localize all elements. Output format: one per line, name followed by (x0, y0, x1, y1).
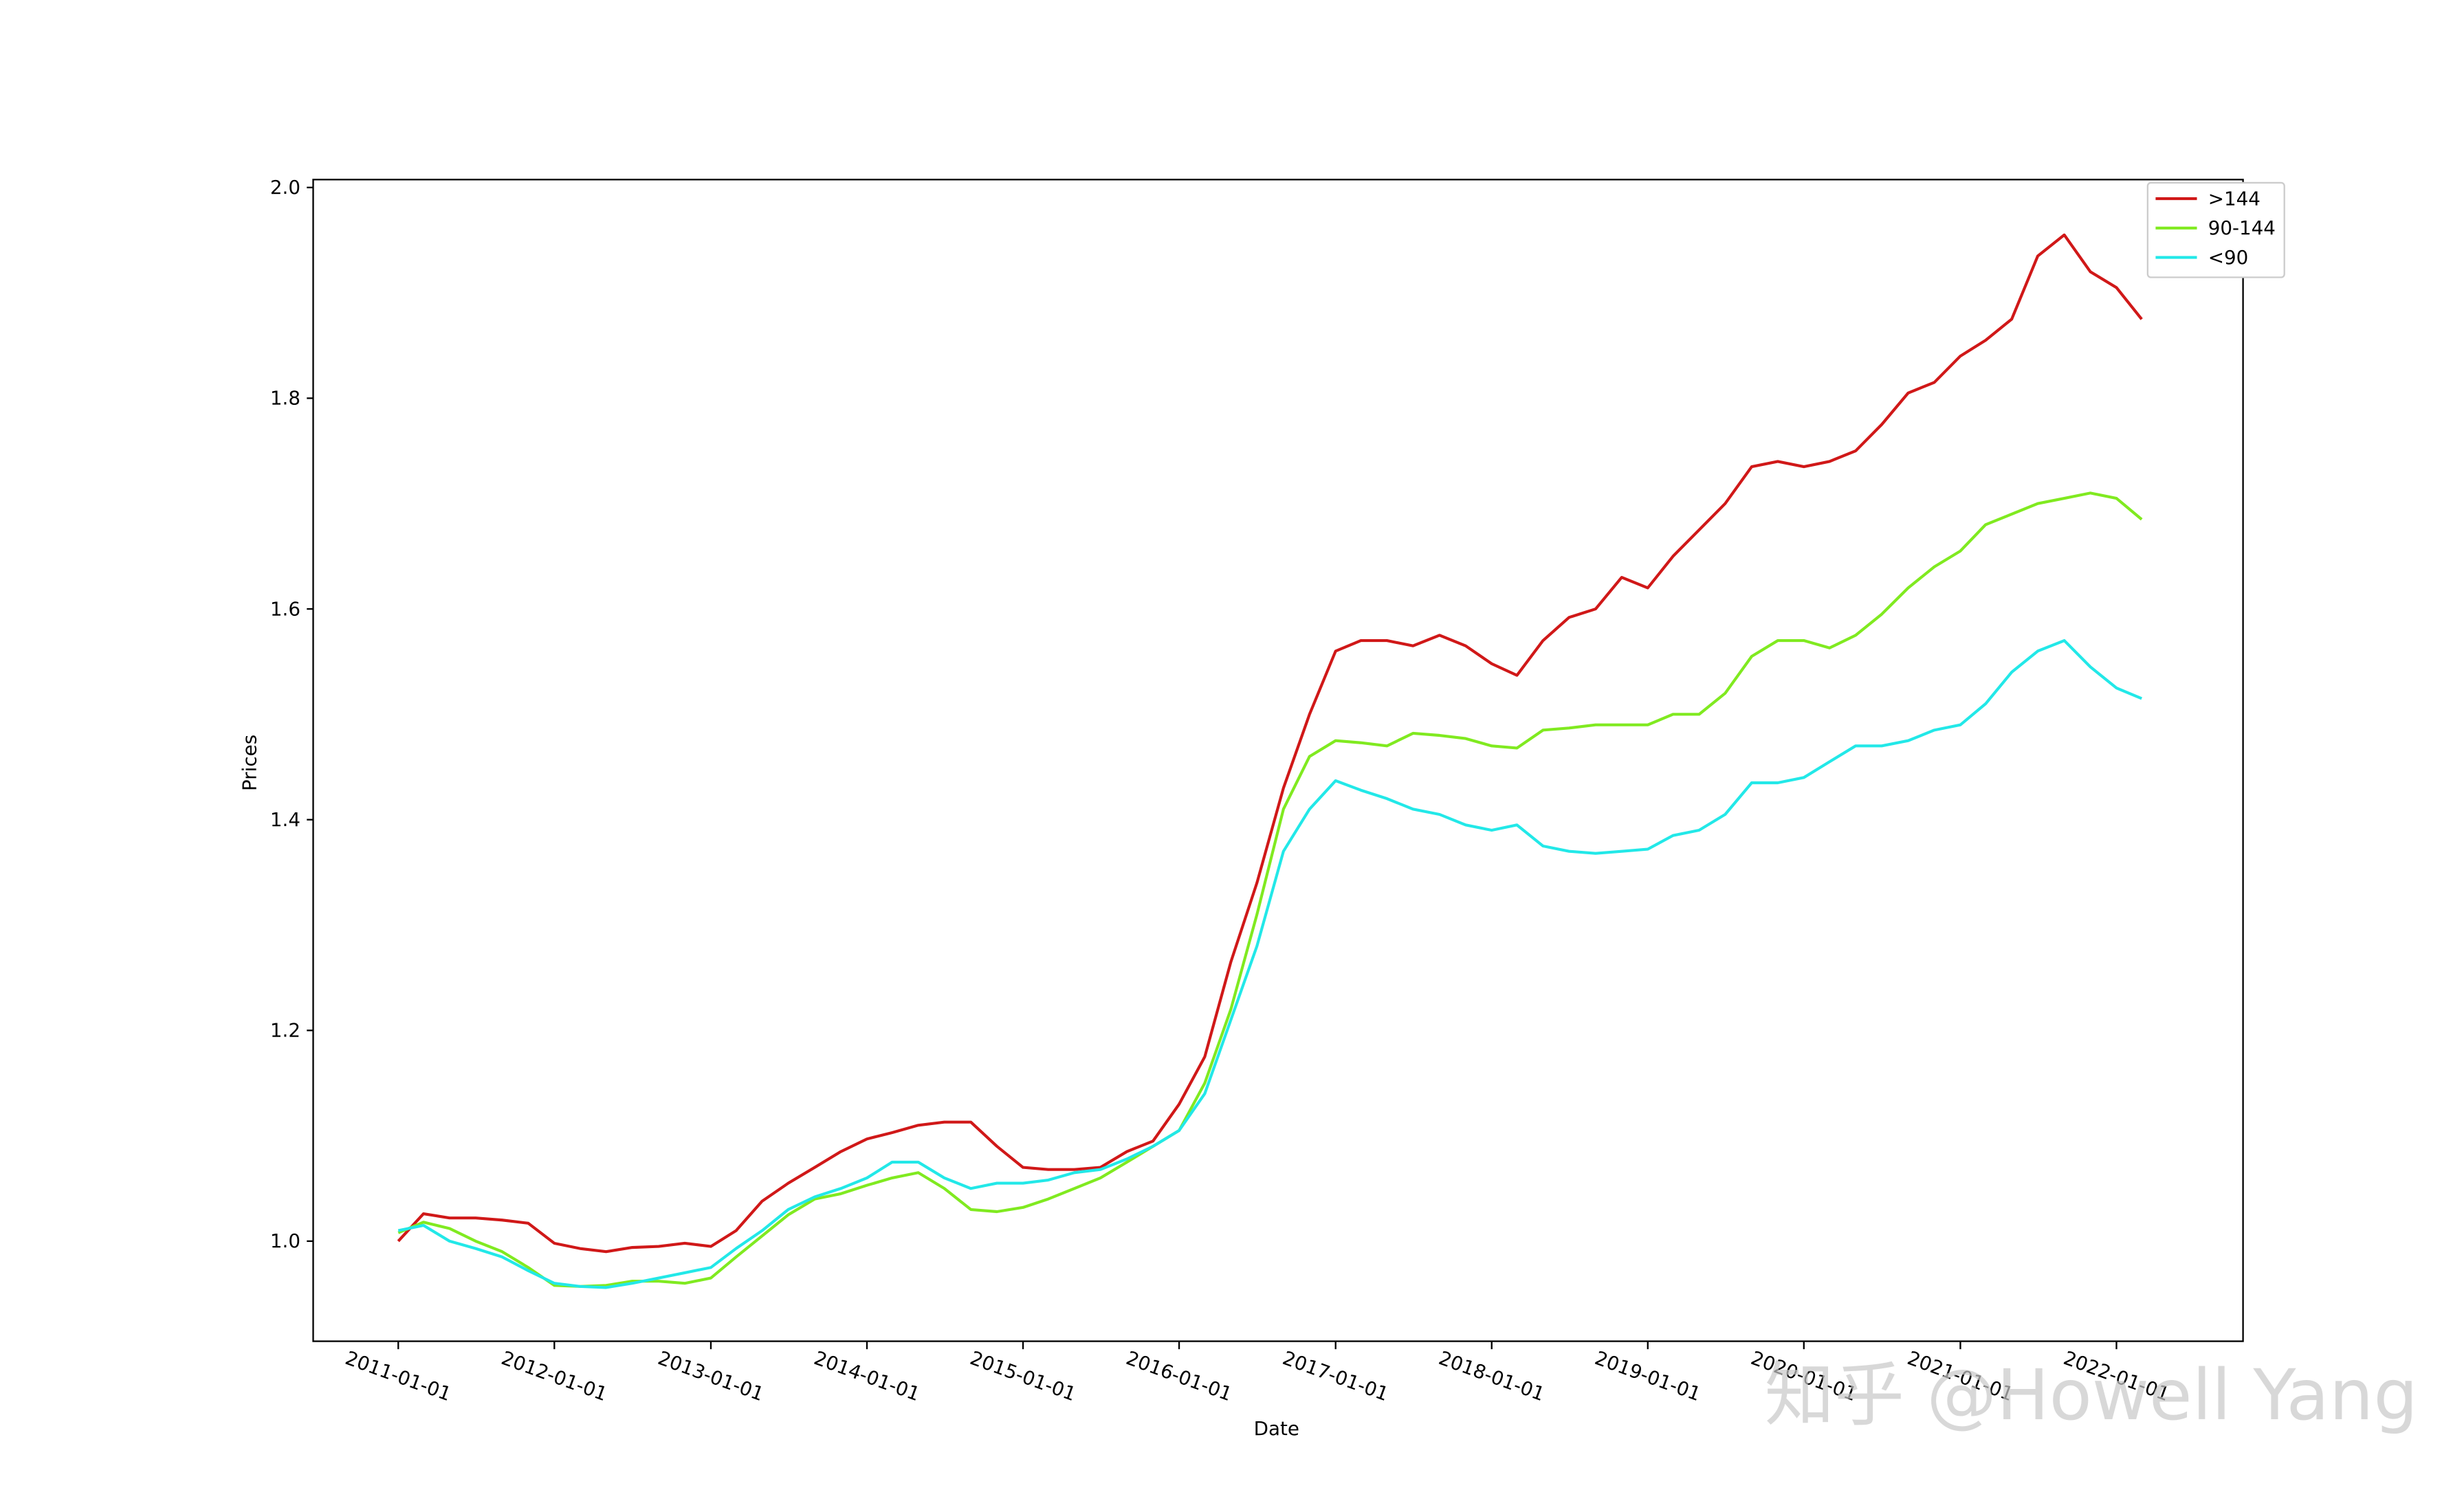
x-tick-label: 2016-01-01 (1123, 1346, 1235, 1405)
y-tick-label: 1.8 (270, 387, 300, 410)
x-tick-label: 2013-01-01 (655, 1346, 767, 1405)
x-tick-label: 2011-01-01 (342, 1346, 454, 1405)
legend-label: <90 (2208, 246, 2249, 269)
y-axis-label: Prices (238, 735, 261, 791)
x-tick-label: 2018-01-01 (1436, 1346, 1548, 1405)
legend-label: >144 (2208, 187, 2260, 210)
y-tick-label: 1.6 (270, 597, 300, 620)
line-series (397, 233, 2143, 1254)
line-series (397, 491, 2143, 1288)
legend-box (2146, 181, 2285, 278)
x-tick-label: 2015-01-01 (967, 1346, 1079, 1405)
y-tick-label: 1.2 (270, 1019, 300, 1042)
legend-label: 90-144 (2208, 216, 2276, 239)
y-tick-label: 1.0 (270, 1230, 300, 1252)
x-axis-label: Date (1254, 1417, 1299, 1440)
x-tick-label: 2014-01-01 (811, 1346, 923, 1405)
y-tick-label: 1.4 (270, 808, 300, 831)
y-tick-label: 2.0 (270, 176, 300, 199)
line-series (397, 638, 2142, 1289)
x-tick-label: 2012-01-01 (498, 1346, 610, 1405)
x-tick-label: 2019-01-01 (1592, 1346, 1704, 1405)
x-tick-label: 2017-01-01 (1279, 1346, 1392, 1405)
watermark: 知乎 @Howell Yang (1765, 1355, 2418, 1436)
plot-frame (312, 179, 2244, 1342)
